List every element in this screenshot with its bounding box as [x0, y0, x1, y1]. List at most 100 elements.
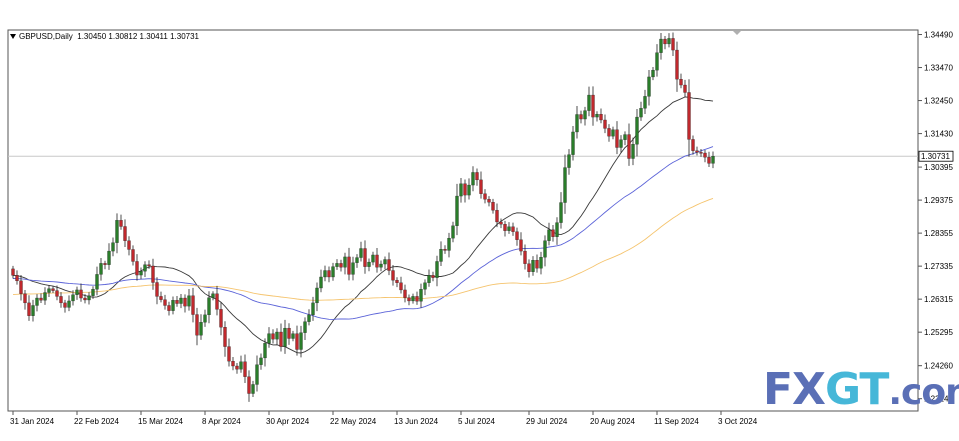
candle-bear[interactable] [59, 296, 63, 304]
candle-bull[interactable] [331, 266, 335, 278]
scroll-marker-icon[interactable] [733, 31, 741, 35]
candle-bull[interactable] [655, 52, 659, 71]
candle-bear[interactable] [603, 119, 607, 129]
candle-bull[interactable] [371, 254, 375, 263]
candle-bear[interactable] [431, 275, 435, 278]
dropdown-triangle-icon[interactable] [10, 34, 16, 40]
candle-bear[interactable] [55, 290, 59, 297]
candle-bull[interactable] [547, 229, 551, 241]
candle-bull[interactable] [451, 225, 455, 239]
candle-bull[interactable] [647, 76, 651, 97]
candle-bear[interactable] [479, 179, 483, 194]
candle-bull[interactable] [563, 167, 567, 203]
candle-bear[interactable] [375, 254, 379, 268]
candle-bear[interactable] [607, 128, 611, 137]
candle-bull[interactable] [239, 361, 243, 370]
candle-bull[interactable] [623, 134, 627, 140]
candle-bear[interactable] [15, 275, 19, 282]
candle-bear[interactable] [155, 282, 159, 297]
candle-bull[interactable] [203, 314, 207, 323]
candle-bear[interactable] [235, 365, 239, 370]
candle-bull[interactable] [439, 248, 443, 262]
candle-bull[interactable] [179, 297, 183, 304]
candle-bear[interactable] [591, 94, 595, 118]
candle-bear[interactable] [279, 331, 283, 347]
candle-bull[interactable] [351, 262, 355, 275]
candle-bull[interactable] [99, 263, 103, 275]
candle-bear[interactable] [159, 296, 163, 300]
candle-bull[interactable] [423, 282, 427, 290]
candle-bear[interactable] [147, 264, 151, 267]
candle-bull[interactable] [211, 293, 215, 298]
candle-bull[interactable] [559, 202, 563, 223]
candle-bear[interactable] [11, 268, 15, 276]
candle-bear[interactable] [483, 193, 487, 200]
candle-bear[interactable] [219, 309, 223, 328]
candle-bear[interactable] [391, 270, 395, 281]
candle-bull[interactable] [567, 154, 571, 168]
candle-bear[interactable] [195, 314, 199, 336]
candle-bear[interactable] [79, 289, 83, 299]
candle-bull[interactable] [171, 300, 175, 311]
candle-bear[interactable] [579, 114, 583, 120]
candle-bull[interactable] [711, 156, 715, 164]
candle-bull[interactable] [67, 300, 71, 308]
candle-bear[interactable] [679, 79, 683, 86]
candle-bear[interactable] [551, 229, 555, 237]
candle-bull[interactable] [95, 274, 99, 290]
candle-bull[interactable] [531, 260, 535, 272]
candle-bear[interactable] [191, 295, 195, 315]
candle-bear[interactable] [339, 263, 343, 268]
candle-bear[interactable] [675, 49, 679, 80]
candle-bull[interactable] [71, 294, 75, 302]
candle-bear[interactable] [519, 239, 523, 252]
candle-bear[interactable] [215, 293, 219, 310]
candle-bull[interactable] [471, 172, 475, 186]
candle-bear[interactable] [63, 302, 67, 308]
candle-bull[interactable] [631, 144, 635, 159]
candle-bear[interactable] [387, 259, 391, 271]
candle-bull[interactable] [359, 248, 363, 258]
candle-bull[interactable] [343, 256, 347, 268]
candle-bear[interactable] [39, 297, 43, 301]
candle-bull[interactable] [419, 289, 423, 302]
candle-bull[interactable] [555, 222, 559, 237]
candle-bull[interactable] [31, 305, 35, 316]
candle-bear[interactable] [183, 297, 187, 307]
candle-bull[interactable] [307, 314, 311, 322]
candle-bear[interactable] [295, 333, 299, 350]
candle-bull[interactable] [87, 295, 91, 301]
candle-bear[interactable] [699, 152, 703, 154]
candle-bull[interactable] [315, 287, 319, 304]
candle-bull[interactable] [267, 333, 271, 344]
candle-bull[interactable] [323, 270, 327, 278]
candle-bull[interactable] [651, 69, 655, 78]
candle-bear[interactable] [599, 114, 603, 121]
candle-bear[interactable] [131, 249, 135, 262]
candle-bear[interactable] [475, 172, 479, 181]
candle-bear[interactable] [327, 270, 331, 278]
candle-bull[interactable] [107, 250, 111, 265]
candle-bear[interactable] [287, 327, 291, 339]
candle-bull[interactable] [587, 94, 591, 111]
candle-bear[interactable] [695, 150, 699, 153]
candle-bear[interactable] [175, 300, 179, 304]
candle-bull[interactable] [283, 327, 287, 347]
candle-bull[interactable] [619, 139, 623, 148]
candle-bear[interactable] [523, 250, 527, 264]
candle-bear[interactable] [127, 240, 131, 250]
candle-bear[interactable] [247, 376, 251, 394]
candle-bull[interactable] [199, 322, 203, 336]
candle-bull[interactable] [507, 226, 511, 231]
candle-bull[interactable] [291, 333, 295, 339]
candle-bull[interactable] [139, 271, 143, 276]
candle-bull[interactable] [455, 195, 459, 226]
candle-bear[interactable] [223, 327, 227, 347]
candle-bull[interactable] [383, 259, 387, 265]
candle-bull[interactable] [427, 275, 431, 283]
candle-bull[interactable] [319, 276, 323, 289]
candle-bear[interactable] [103, 263, 107, 265]
candle-bull[interactable] [187, 295, 191, 307]
